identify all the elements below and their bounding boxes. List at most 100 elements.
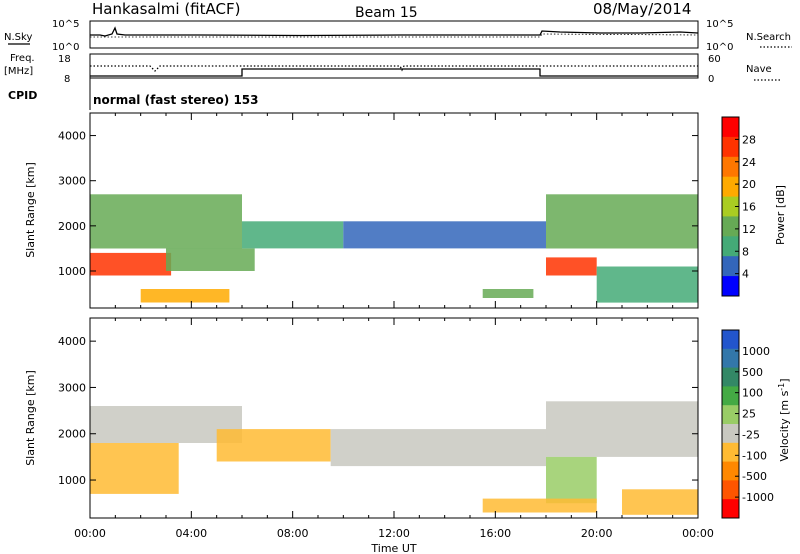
xtick-label: 00:00 bbox=[682, 527, 714, 540]
power-region-1 bbox=[90, 194, 242, 249]
vel-region-6 bbox=[482, 498, 597, 513]
nsearch-series-line bbox=[90, 33, 699, 38]
velocity-colorbar-frame bbox=[721, 329, 740, 519]
xtick-label: 16:00 bbox=[479, 527, 511, 540]
vel-colorbar-cell bbox=[722, 499, 739, 519]
power-colorbar-cells bbox=[722, 117, 739, 297]
power-region-5 bbox=[482, 289, 534, 298]
vel-colorbar-tick-label: -25 bbox=[742, 428, 760, 441]
power-data-layer bbox=[90, 194, 698, 303]
power-colorbar-tick-label: 16 bbox=[742, 201, 756, 214]
vel-colorbar-cell bbox=[722, 442, 739, 463]
station-title: Hankasalmi (fitACF) bbox=[92, 0, 240, 18]
velocity-colorbar-label: Velocity [m s-1] bbox=[777, 378, 791, 461]
power-ytick-label: 1000 bbox=[58, 265, 86, 278]
vel-ytick-label: 1000 bbox=[58, 474, 86, 487]
power-region-0 bbox=[90, 252, 172, 276]
xtick-label: 00:00 bbox=[74, 527, 106, 540]
vel-colorbar-cell bbox=[722, 386, 739, 406]
vel-region-0 bbox=[90, 443, 179, 494]
velocity-colorbar-cells bbox=[722, 330, 739, 519]
power-colorbar-ticks: 28 24 20 16 12 8 4 bbox=[735, 133, 756, 281]
velocity-colorbar-label-end: ] bbox=[778, 378, 791, 382]
nsearch-tick-top: 10^5 bbox=[706, 19, 733, 30]
power-colorbar-tick-label: 20 bbox=[742, 178, 756, 191]
power-region-6 bbox=[546, 257, 597, 276]
nsky-label: N.Sky bbox=[4, 32, 32, 43]
vel-ytick-label: 4000 bbox=[58, 335, 86, 348]
vel-colorbar-cell bbox=[722, 424, 739, 444]
power-xaxis bbox=[89, 113, 699, 308]
vel-ytick-label: 3000 bbox=[58, 381, 86, 394]
vel-region-3 bbox=[330, 429, 546, 467]
xtick-label: 04:00 bbox=[175, 527, 207, 540]
nsearch-tick-bottom: 10^0 bbox=[706, 42, 733, 53]
power-colorbar-cell bbox=[722, 156, 739, 178]
power-colorbar-cell bbox=[722, 176, 739, 198]
vel-colorbar-cell bbox=[722, 480, 739, 500]
nsky-series-line bbox=[90, 26, 699, 37]
vel-colorbar-tick-label: -1000 bbox=[742, 491, 774, 504]
nave-tick-bottom: 0 bbox=[708, 74, 714, 85]
power-colorbar-label: Power [dB] bbox=[774, 185, 787, 245]
freq-tick-top: 18 bbox=[58, 54, 71, 65]
power-ytick-label: 3000 bbox=[58, 175, 86, 188]
power-ytick-label: 4000 bbox=[58, 130, 86, 143]
nave-series-line bbox=[90, 65, 698, 72]
vel-colorbar-cell bbox=[722, 330, 739, 350]
power-region-7 bbox=[546, 194, 698, 249]
velocity-panel: 4000 3000 2000 1000 Slant Range [km] bbox=[24, 317, 699, 519]
vel-colorbar-cell bbox=[722, 461, 739, 481]
vel-region-4 bbox=[546, 401, 698, 457]
freq-label-line1: Freq. bbox=[10, 53, 35, 64]
nsky-tick-bottom: 10^0 bbox=[52, 42, 79, 53]
vel-colorbar-cell bbox=[722, 367, 739, 387]
velocity-yaxis: 4000 3000 2000 1000 bbox=[58, 335, 698, 487]
power-yaxis: 4000 3000 2000 1000 bbox=[58, 130, 698, 278]
nsky-tick-top: 10^5 bbox=[52, 19, 79, 30]
power-region-4 bbox=[343, 221, 546, 249]
cpid-label: CPID bbox=[8, 89, 37, 102]
vel-colorbar-cell bbox=[722, 348, 739, 369]
power-colorbar-cell bbox=[722, 276, 739, 297]
power-colorbar-tick-label: 4 bbox=[742, 268, 749, 281]
power-colorbar-cell bbox=[722, 216, 739, 237]
power-colorbar-tick-label: 8 bbox=[742, 245, 749, 258]
freq-tick-bottom: 8 bbox=[64, 74, 70, 85]
vel-colorbar-tick-label: 100 bbox=[742, 387, 763, 400]
beam-title: Beam 15 bbox=[355, 5, 418, 21]
date-title: 08/May/2014 bbox=[593, 0, 691, 18]
vel-region-1 bbox=[90, 406, 242, 443]
power-colorbar-cell bbox=[722, 236, 739, 257]
vel-region-2 bbox=[216, 429, 331, 462]
nave-label: Nave bbox=[746, 64, 772, 75]
power-colorbar-tick-label: 28 bbox=[742, 133, 756, 146]
power-region-2 bbox=[166, 248, 255, 271]
power-region-3 bbox=[242, 221, 344, 249]
vel-colorbar-tick-label: 25 bbox=[742, 408, 756, 421]
xtick-label: 20:00 bbox=[581, 527, 613, 540]
power-region-8 bbox=[140, 289, 230, 303]
time-axis-title: Time UT bbox=[370, 542, 416, 554]
velocity-colorbar-label-sup: -1 bbox=[777, 383, 786, 391]
vel-ytick-label: 2000 bbox=[58, 428, 86, 441]
velocity-colorbar-ticks: 1000 500 100 25 -25 -100 -500 -1000 bbox=[735, 345, 774, 504]
vel-colorbar-tick-label: -100 bbox=[742, 449, 767, 462]
velocity-colorbar: 1000 500 100 25 -25 -100 -500 -1000 Velocity [m… bbox=[721, 329, 791, 519]
xtick-label: 12:00 bbox=[378, 527, 410, 540]
power-region-9 bbox=[596, 266, 698, 303]
nave-tick-top: 60 bbox=[708, 54, 721, 65]
freq-series-line bbox=[90, 68, 698, 77]
velocity-colorbar-label-main: Velocity [m s bbox=[778, 390, 791, 461]
power-colorbar: 28 24 20 16 12 8 4 Power [dB] bbox=[721, 116, 787, 297]
power-colorbar-cell bbox=[722, 196, 739, 217]
cpid-text: normal (fast stereo) 153 bbox=[93, 93, 259, 107]
power-colorbar-cell bbox=[722, 117, 739, 138]
vel-region-5 bbox=[546, 456, 597, 504]
power-colorbar-tick-label: 12 bbox=[742, 223, 756, 236]
vel-region-7 bbox=[622, 489, 698, 515]
power-colorbar-cell bbox=[722, 136, 739, 158]
freq-label-line2: [MHz] bbox=[4, 66, 33, 77]
power-ytick-label: 2000 bbox=[58, 220, 86, 233]
